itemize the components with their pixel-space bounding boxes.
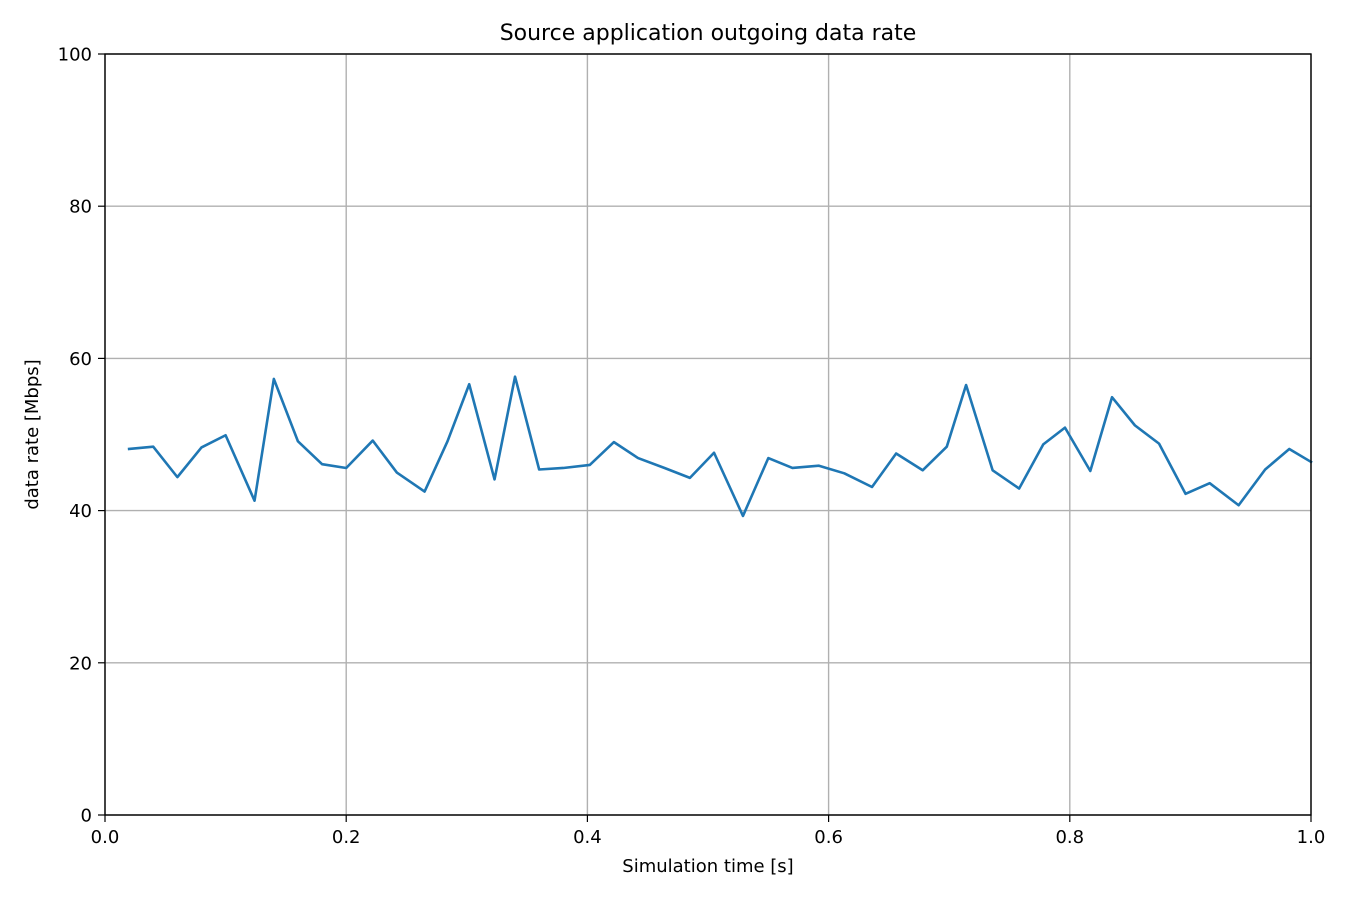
x-axis-label: Simulation time [s] <box>622 856 793 877</box>
x-tick-label: 1.0 <box>1297 827 1326 848</box>
y-tick-label: 100 <box>58 45 92 66</box>
plot-frame <box>104 53 1312 816</box>
y-tick-label: 20 <box>69 653 92 674</box>
x-tick-label: 0.8 <box>1055 827 1084 848</box>
series-line <box>127 375 1313 518</box>
y-tick-label: 60 <box>69 349 92 370</box>
y-axis-label: data rate [Mbps] <box>22 359 43 509</box>
x-tick-label: 0.4 <box>573 827 602 848</box>
y-tick-label: 40 <box>69 501 92 522</box>
x-tick-label: 0.2 <box>332 827 361 848</box>
chart-title: Source application outgoing data rate <box>500 21 917 46</box>
series-layer <box>127 375 1313 518</box>
x-tick-label: 0.0 <box>91 827 120 848</box>
grid <box>104 53 1312 816</box>
x-tick-label: 0.6 <box>814 827 843 848</box>
y-tick-label: 0 <box>81 806 92 827</box>
y-tick-label: 80 <box>69 197 92 218</box>
ticks: 0.0 0.2 0.4 0.6 0.8 1.0 0 20 40 60 80 100 <box>58 45 1326 849</box>
